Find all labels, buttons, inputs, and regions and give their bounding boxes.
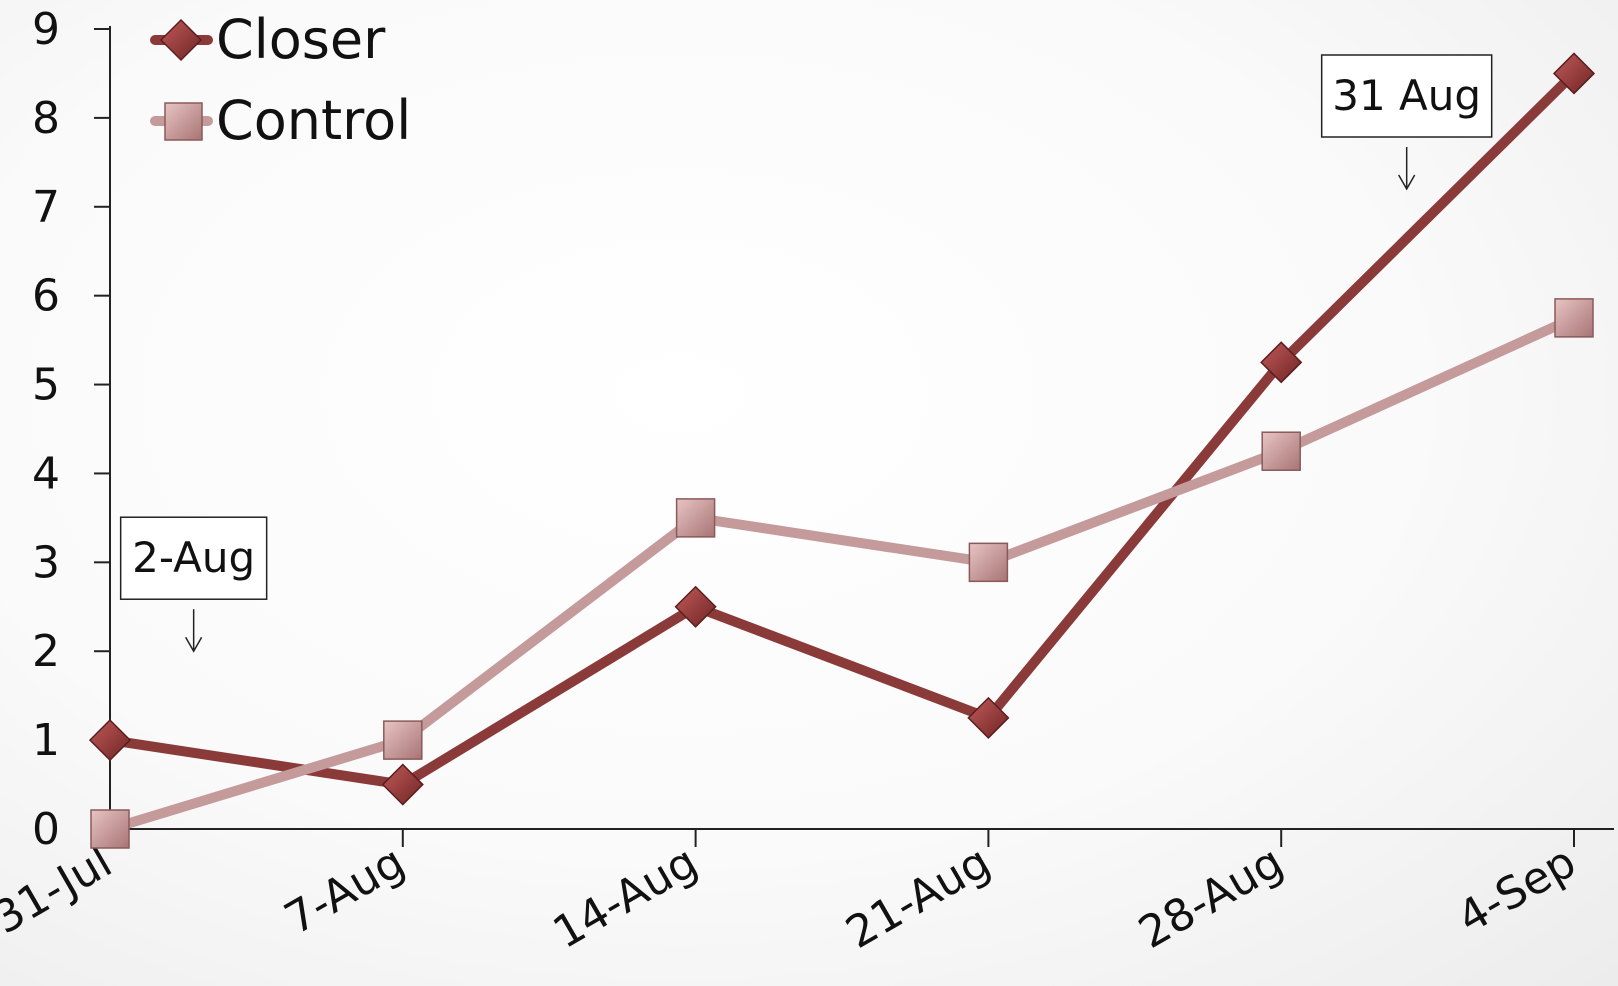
annotation-label: 31 Aug: [1332, 71, 1481, 120]
x-tick-label: 4-Sep: [1449, 836, 1584, 944]
series-line-control: [105, 312, 1579, 834]
legend-label-control: Control: [216, 89, 411, 152]
series-line-closer: [105, 68, 1579, 790]
data-point-control: [1554, 298, 1594, 338]
x-tick-label: 28-Aug: [1130, 836, 1291, 959]
data-point-control: [90, 809, 130, 849]
annotation-2: 31 Aug: [1320, 54, 1493, 191]
x-tick-label: 7-Aug: [276, 836, 413, 945]
data-point-closer: [674, 585, 717, 628]
y-tick-label: 4: [32, 448, 60, 499]
y-tick-label: 3: [32, 537, 60, 588]
data-point-closer: [381, 763, 424, 806]
y-tick-label: 6: [32, 271, 60, 322]
annotation-arrowhead: [185, 636, 203, 653]
legend: Closer Control: [150, 8, 411, 152]
legend-item-closer: Closer: [150, 8, 386, 71]
annotation-1: 2-Aug: [119, 516, 268, 653]
x-tick-label: 31-Jul: [0, 836, 121, 944]
y-tick-label: 0: [32, 804, 60, 855]
y-tick-label: 7: [32, 182, 60, 233]
series-closer: [88, 52, 1596, 806]
data-point-control: [968, 542, 1009, 583]
y-tick-label: 9: [32, 4, 60, 55]
data-point-control: [383, 720, 423, 760]
legend-marker-closer: [159, 18, 203, 62]
legend-label-closer: Closer: [216, 8, 386, 71]
y-tick-label: 1: [32, 715, 60, 766]
series-layer: [88, 52, 1596, 849]
annotation-box: [119, 516, 268, 600]
annotation-label: 2-Aug: [132, 533, 255, 582]
data-point-closer: [1260, 341, 1303, 384]
annotation-layer: 2-Aug 31 Aug: [119, 54, 1493, 653]
x-tick-label: 21-Aug: [838, 836, 999, 959]
data-point-control: [1261, 431, 1301, 471]
x-tick-label: 14-Aug: [545, 836, 706, 959]
legend-item-control: Control: [150, 89, 411, 152]
data-point-closer: [1552, 52, 1596, 95]
annotation-box: [1320, 54, 1493, 138]
legend-marker-control: [164, 102, 203, 141]
y-tick-label: 8: [32, 93, 60, 144]
y-tick-label: 5: [32, 360, 60, 411]
data-point-closer: [88, 719, 132, 762]
data-point-control: [675, 498, 716, 538]
annotation-arrowhead: [1398, 174, 1416, 191]
series-control: [90, 298, 1594, 849]
y-tick-label: 2: [32, 626, 60, 677]
data-point-closer: [967, 696, 1010, 739]
